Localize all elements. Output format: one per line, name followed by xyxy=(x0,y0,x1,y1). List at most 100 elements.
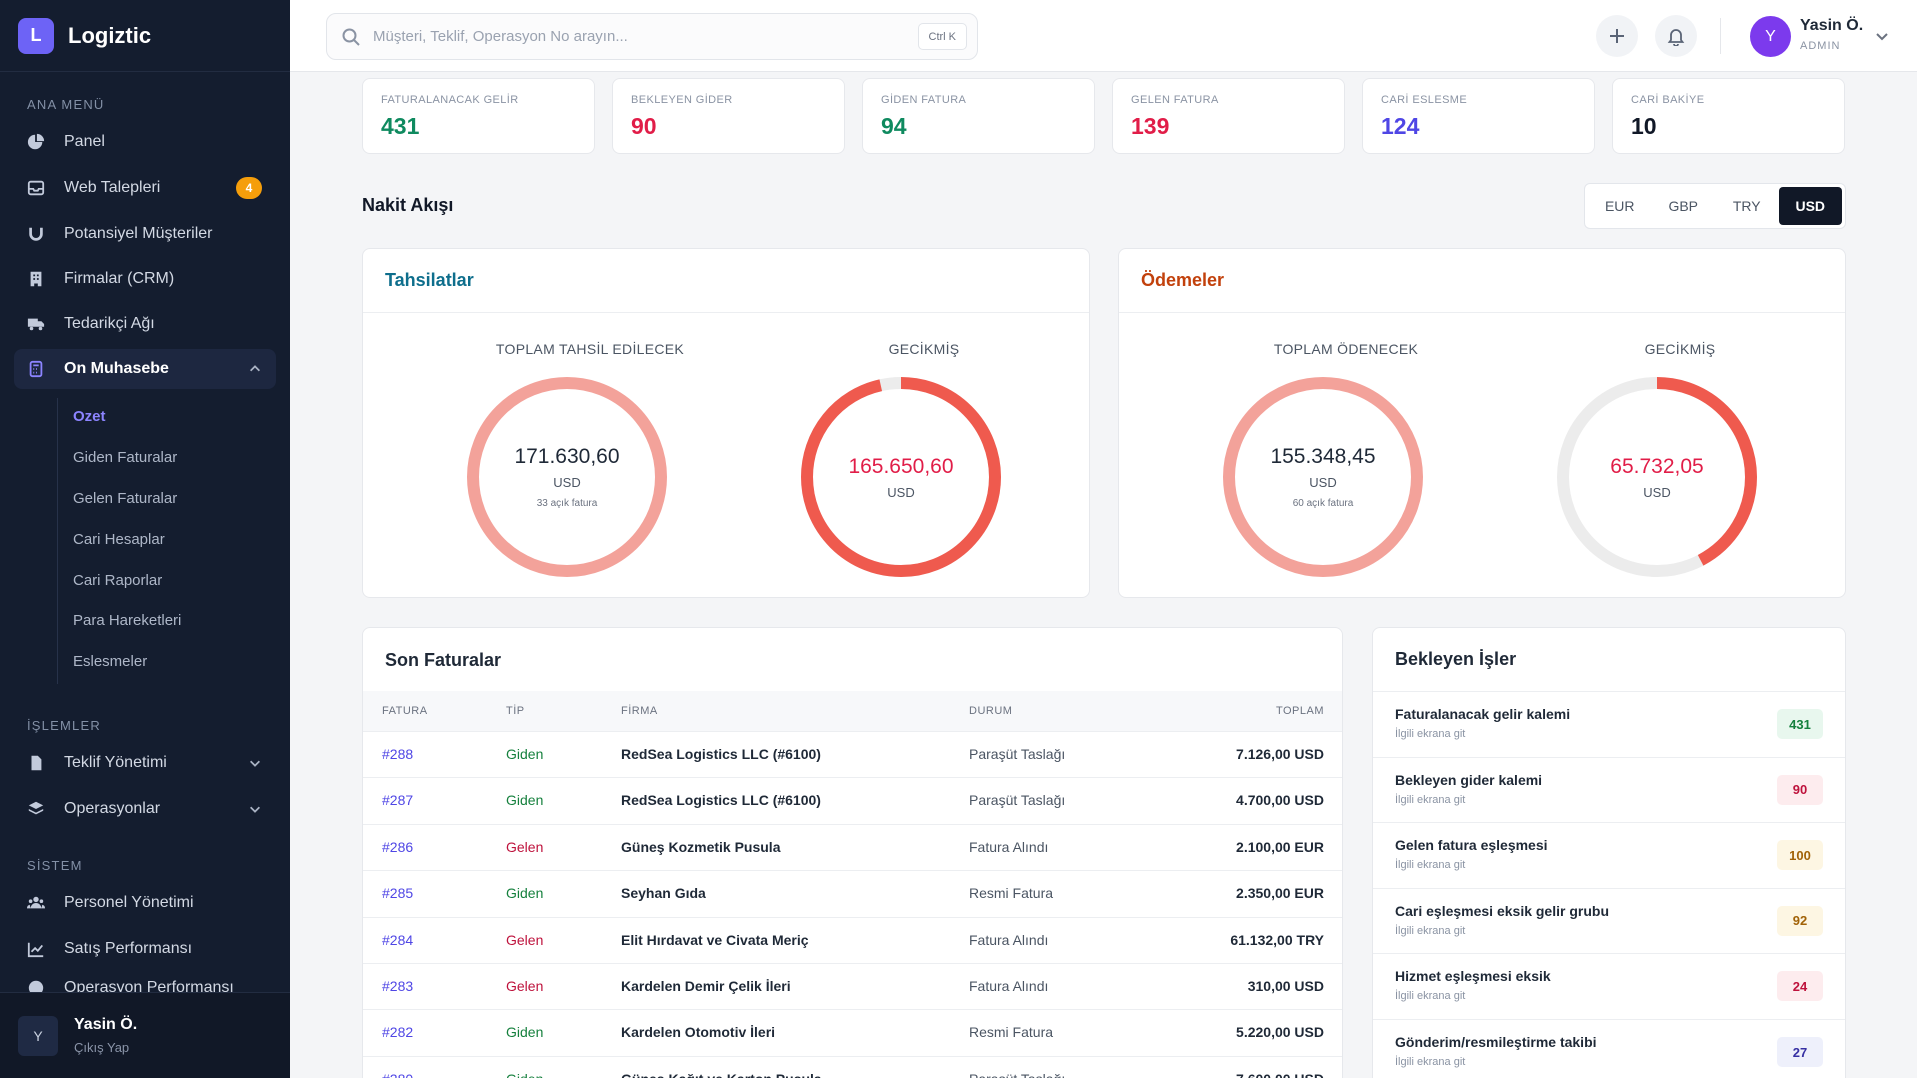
pending-task-link[interactable]: İlgili ekrana git xyxy=(1395,728,1466,740)
overdue-collect-currency: USD xyxy=(887,484,915,500)
search-box[interactable]: Ctrl K xyxy=(326,13,978,60)
pending-tasks-title: Bekleyen İşler xyxy=(1395,649,1517,669)
sidebar-item-label: Personel Yönetimi xyxy=(64,894,194,911)
table-row[interactable]: #286 Gelen Güneş Kozmetik Pusula Fatura Alı… xyxy=(363,823,1342,870)
stat-card[interactable]: BEKLEYEN GİDER 90 xyxy=(612,78,845,154)
pending-task-item[interactable]: Gönderim/resmileştirme takibi İlgili ekra… xyxy=(1373,1019,1845,1078)
invoice-type: Giden xyxy=(506,746,544,762)
total-collect-value: 171.630,60 xyxy=(514,445,620,468)
document-icon xyxy=(27,754,45,772)
sidebar-item-suppliers[interactable]: Tedarikçi Ağı xyxy=(14,304,276,344)
stat-value: 94 xyxy=(881,113,907,139)
invoice-id-link[interactable]: #287 xyxy=(382,792,414,809)
stat-card[interactable]: CARİ BAKİYE 10 xyxy=(1612,78,1845,154)
invoice-id-link[interactable]: #288 xyxy=(382,746,414,762)
submenu-item-matches[interactable]: Eslesmeler xyxy=(73,653,148,670)
invoice-id-link[interactable]: #282 xyxy=(382,1024,414,1041)
table-row[interactable]: #283 Gelen Kardelen Demir Çelik İleri Fatur… xyxy=(363,963,1342,1009)
building-icon xyxy=(27,270,45,288)
table-row[interactable]: #284 Gelen Elit Hırdavat ve Civata Meriç Fa… xyxy=(363,916,1342,963)
invoice-status: Resmi Fatura xyxy=(969,885,1054,902)
submenu-item-money-movements[interactable]: Para Hareketleri xyxy=(73,612,182,629)
table-row[interactable]: #285 Giden Seyhan Gıda Resmi Fatura 2.350,00… xyxy=(363,870,1342,916)
invoice-id-link[interactable]: #284 xyxy=(382,931,414,948)
currency-gbp[interactable]: GBP xyxy=(1668,198,1699,214)
stat-card[interactable]: FATURALANACAK GELİR 431 xyxy=(362,78,595,154)
stat-card[interactable]: GELEN FATURA 139 xyxy=(1112,78,1345,154)
pending-task-item[interactable]: Hizmet eşleşmesi eksik İlgili ekrana git 2… xyxy=(1373,953,1845,1018)
stat-value: 90 xyxy=(631,113,657,139)
invoice-status: Fatura Alındı xyxy=(969,978,1049,994)
submenu-line xyxy=(57,398,58,684)
sidebar-item-operations[interactable]: Operasyonlar xyxy=(14,789,276,829)
currency-usd[interactable]: USD xyxy=(1778,187,1842,225)
notifications-button[interactable] xyxy=(1655,15,1697,57)
total-pay-donut: 155.348,45 USD 60 açık fatura xyxy=(1217,371,1429,583)
chevron-up-icon xyxy=(248,362,262,376)
total-pay-currency: USD xyxy=(1309,475,1337,490)
stat-card[interactable]: CARİ ESLESME 124 xyxy=(1362,78,1595,154)
pending-task-item[interactable]: Faturalanacak gelir kalemi İlgili ekrana … xyxy=(1373,691,1845,756)
user-avatar[interactable]: Y xyxy=(1750,16,1791,57)
plus-icon xyxy=(1610,29,1624,43)
pending-task-item[interactable]: Bekleyen gider kalemi İlgili ekrana git 90 xyxy=(1373,756,1845,822)
pending-task-item[interactable]: Gelen fatura eşleşmesi İlgili ekrana git 1… xyxy=(1373,822,1845,887)
search-input[interactable] xyxy=(373,28,913,45)
sidebar-item-web-requests[interactable]: Web Talepleri 4 xyxy=(14,168,276,208)
stat-card[interactable]: GİDEN FATURA 94 xyxy=(862,78,1095,154)
sidebar-item-accounting[interactable]: On Muhasebe xyxy=(14,349,276,389)
table-row[interactable]: #282 Giden Kardelen Otomotiv İleri Resmi Fa… xyxy=(363,1009,1342,1055)
sidebar-item-prospects[interactable]: Potansiyel Müşteriler xyxy=(14,214,276,254)
sidebar-item-ops-performance[interactable]: Operasyon Performansı xyxy=(14,975,276,992)
currency-eur[interactable]: EUR xyxy=(1604,198,1635,214)
stat-value: 431 xyxy=(381,113,420,139)
pending-task-link[interactable]: İlgili ekrana git xyxy=(1395,924,1466,937)
pending-task-title: Cari eşleşmesi eksik gelir grubu xyxy=(1395,902,1609,919)
chevron-down-icon[interactable] xyxy=(1874,28,1890,44)
sidebar-item-quotes[interactable]: Teklif Yönetimi xyxy=(14,743,276,783)
invoice-id-link[interactable]: #285 xyxy=(382,885,414,902)
pending-task-link[interactable]: İlgili ekrana git xyxy=(1395,793,1466,806)
user-name[interactable]: Yasin Ö. xyxy=(1800,17,1864,34)
sidebar-item-label: Firmalar (CRM) xyxy=(64,270,175,287)
table-row[interactable]: #287 Giden RedSea Logistics LLC (#6100) Par… xyxy=(363,777,1342,823)
sidebar-item-label: Operasyon Performansı xyxy=(64,979,234,992)
currency-try[interactable]: TRY xyxy=(1732,198,1761,214)
invoice-status: Paraşüt Taslağı xyxy=(969,792,1066,809)
sidebar-item-sales-performance[interactable]: Satış Performansı xyxy=(14,929,276,969)
sidebar-item-companies[interactable]: Firmalar (CRM) xyxy=(14,259,276,299)
payments-panel: Ödemeler TOPLAM ÖDENECEK 155.348,45 USD … xyxy=(1118,248,1846,598)
add-button[interactable] xyxy=(1596,15,1638,57)
sidebar-item-label: Tedarikçi Ağı xyxy=(64,315,155,332)
total-collect-donut: 171.630,60 USD 33 açık fatura xyxy=(461,371,673,583)
layers-icon xyxy=(27,800,45,818)
pending-task-title: Bekleyen gider kalemi xyxy=(1395,771,1543,788)
sidebar-item-personnel[interactable]: Personel Yönetimi xyxy=(14,883,276,923)
submenu-item-incoming-invoices[interactable]: Gelen Faturalar xyxy=(73,490,178,507)
table-row[interactable]: #280 Giden Güneş Kağıt ve Karton Pusula Par… xyxy=(363,1055,1342,1078)
submenu-item-outgoing-invoices[interactable]: Giden Faturalar xyxy=(73,449,178,466)
overdue-pay-currency: USD xyxy=(1643,484,1671,500)
submenu-item-accounts[interactable]: Cari Hesaplar xyxy=(73,531,165,548)
invoice-id-link[interactable]: #280 xyxy=(382,1071,413,1078)
sidebar-item-panel[interactable]: Panel xyxy=(14,122,276,162)
invoice-id-link[interactable]: #283 xyxy=(382,978,414,994)
pending-task-link[interactable]: İlgili ekrana git xyxy=(1395,1056,1466,1068)
magnet-icon xyxy=(27,225,45,243)
submenu-item-reports[interactable]: Cari Raporlar xyxy=(73,572,163,589)
pending-task-item[interactable]: Cari eşleşmesi eksik gelir grubu İlgili e… xyxy=(1373,887,1845,953)
pending-task-link[interactable]: İlgili ekrana git xyxy=(1395,990,1466,1003)
pending-task-title: Gönderim/resmileştirme takibi xyxy=(1395,1034,1597,1050)
divider xyxy=(1720,18,1721,54)
col-type: TİP xyxy=(506,705,525,717)
line-chart-icon xyxy=(27,940,45,958)
submenu-item-ozet[interactable]: Ozet xyxy=(73,408,106,425)
invoice-id-link[interactable]: #286 xyxy=(382,838,414,855)
section-title-cashflow: Nakit Akışı xyxy=(362,195,454,215)
pending-task-count: 27 xyxy=(1777,1037,1823,1067)
pending-task-link[interactable]: İlgili ekrana git xyxy=(1395,859,1466,872)
table-row[interactable]: #288 Giden RedSea Logistics LLC (#6100) Par… xyxy=(363,731,1342,777)
sidebar-item-label: On Muhasebe xyxy=(64,360,169,377)
logout-link[interactable]: Çıkış Yap xyxy=(74,1040,130,1055)
brand[interactable]: L Logiztic xyxy=(0,0,290,72)
